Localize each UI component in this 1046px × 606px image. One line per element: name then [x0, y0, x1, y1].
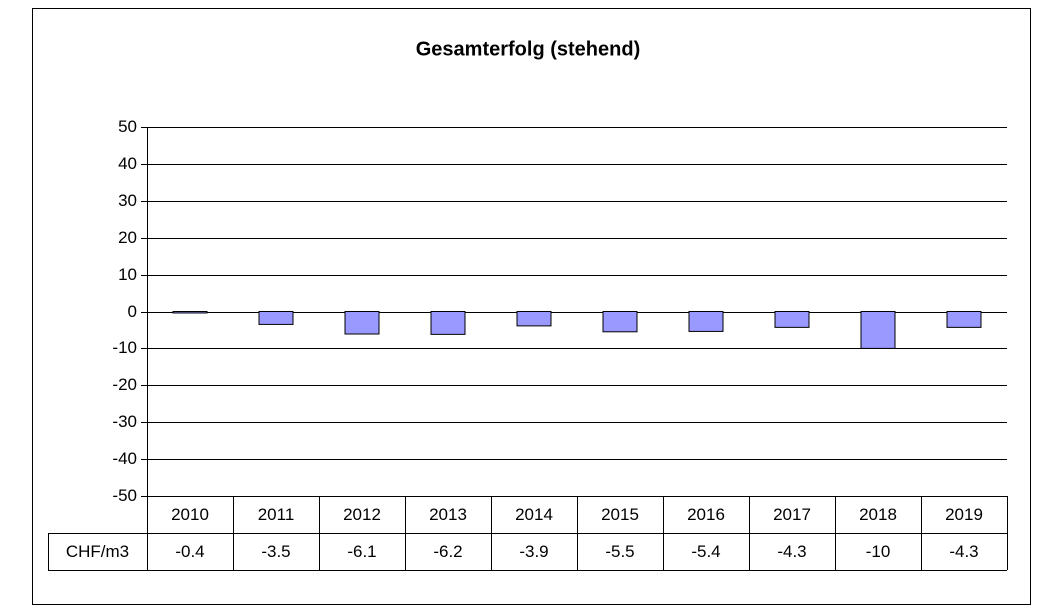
y-tick-label: 40	[118, 154, 137, 173]
bar	[172, 311, 208, 314]
y-tick-label: 30	[118, 191, 137, 210]
y-tick-label: 20	[118, 228, 137, 247]
y-tick-label: -20	[112, 375, 137, 394]
x-tick-label: 2014	[515, 505, 553, 524]
x-tick-label: 2013	[429, 505, 467, 524]
x-tick-label: 2016	[687, 505, 725, 524]
bar	[860, 311, 896, 349]
x-tick-label: 2011	[258, 505, 295, 524]
chart-title: Gesamterfolg (stehend)	[416, 38, 640, 60]
x-tick-label: 2017	[773, 505, 811, 524]
y-tick-label: 0	[128, 302, 137, 321]
table-value: -4.3	[777, 542, 806, 561]
x-tick-label: 2018	[859, 505, 897, 524]
bar	[602, 311, 638, 333]
table-value: -6.2	[433, 542, 462, 561]
chart-border	[32, 8, 1031, 605]
x-tick-label: 2012	[343, 505, 381, 524]
table-value: -6.1	[347, 542, 376, 561]
y-tick-label: -30	[112, 412, 137, 431]
table-value: -5.4	[691, 542, 720, 561]
bar	[344, 311, 380, 335]
y-tick-label: -50	[112, 486, 137, 505]
bar	[430, 311, 466, 335]
table-value: -10	[866, 542, 891, 561]
table-value: -5.5	[605, 542, 634, 561]
table-value: -3.9	[519, 542, 548, 561]
bar	[688, 311, 724, 332]
y-tick-label: 50	[118, 117, 137, 136]
x-tick-label: 2010	[171, 505, 209, 524]
bar	[516, 311, 552, 327]
table-value: -4.3	[949, 542, 978, 561]
bar	[946, 311, 982, 328]
x-tick-label: 2019	[945, 505, 983, 524]
y-tick-label: -10	[112, 338, 137, 357]
x-tick-label: 2015	[601, 505, 639, 524]
legend-label: CHF/m3	[66, 542, 129, 561]
y-tick-label: -40	[112, 449, 137, 468]
y-tick-label: 10	[118, 265, 137, 284]
table-value: -3.5	[261, 542, 290, 561]
bar	[774, 311, 810, 328]
bar	[258, 311, 294, 325]
table-value: -0.4	[175, 542, 204, 561]
